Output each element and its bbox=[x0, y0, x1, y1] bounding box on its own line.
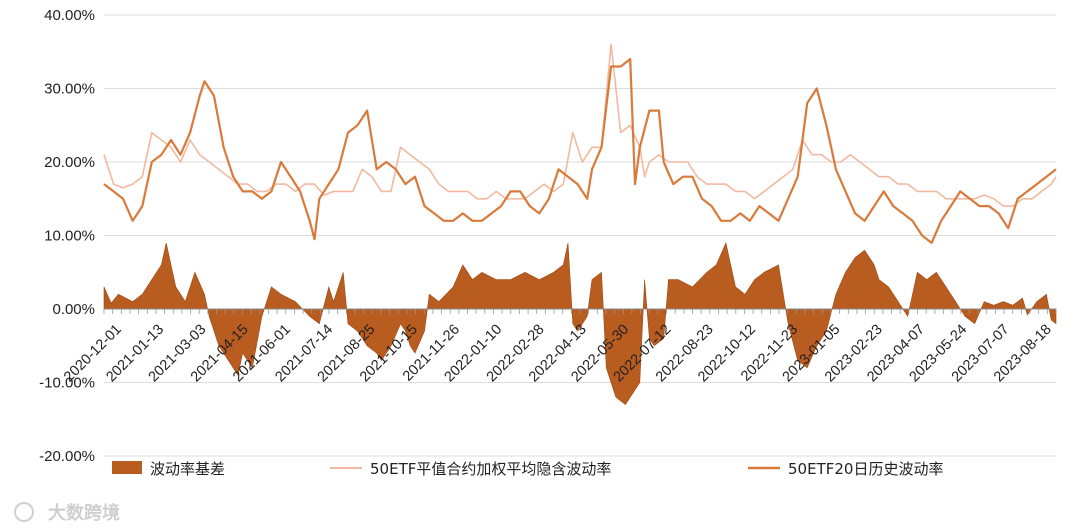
series-basis-area bbox=[103, 241, 1057, 406]
plot-area bbox=[103, 43, 1057, 406]
legend-swatch-basis bbox=[112, 461, 142, 474]
legend-label-basis: 波动率基差 bbox=[150, 460, 225, 478]
legend-label-implied-vol: 50ETF平值合约加权平均隐含波动率 bbox=[370, 460, 611, 478]
series-historical-vol-line bbox=[103, 57, 1057, 244]
y-tick-label: 0.00% bbox=[52, 301, 95, 318]
legend: 波动率基差 50ETF平值合约加权平均隐含波动率 50ETF20日历史波动率 bbox=[112, 460, 943, 478]
y-tick-label: 20.00% bbox=[44, 154, 95, 171]
y-tick-label: 40.00% bbox=[44, 7, 95, 24]
series-implied-vol-line bbox=[103, 43, 1057, 207]
y-axis-labels: 40.00% 30.00% 20.00% 10.00% 0.00% -10.00% -20.… bbox=[39, 7, 95, 465]
gridlines bbox=[104, 14, 1056, 457]
x-axis-labels: 2020-12-012021-01-132021-03-032021-04-15… bbox=[61, 322, 1055, 386]
y-tick-label: -20.00% bbox=[39, 448, 95, 465]
y-tick-label: 10.00% bbox=[44, 228, 95, 245]
y-tick-label: -10.00% bbox=[39, 375, 95, 392]
watermark: 大数跨境 bbox=[14, 502, 120, 524]
legend-label-historical-vol: 50ETF20日历史波动率 bbox=[788, 460, 943, 478]
watermark-text: 大数跨境 bbox=[48, 502, 120, 524]
watermark-logo-icon bbox=[14, 502, 34, 522]
y-tick-label: 30.00% bbox=[44, 81, 95, 98]
